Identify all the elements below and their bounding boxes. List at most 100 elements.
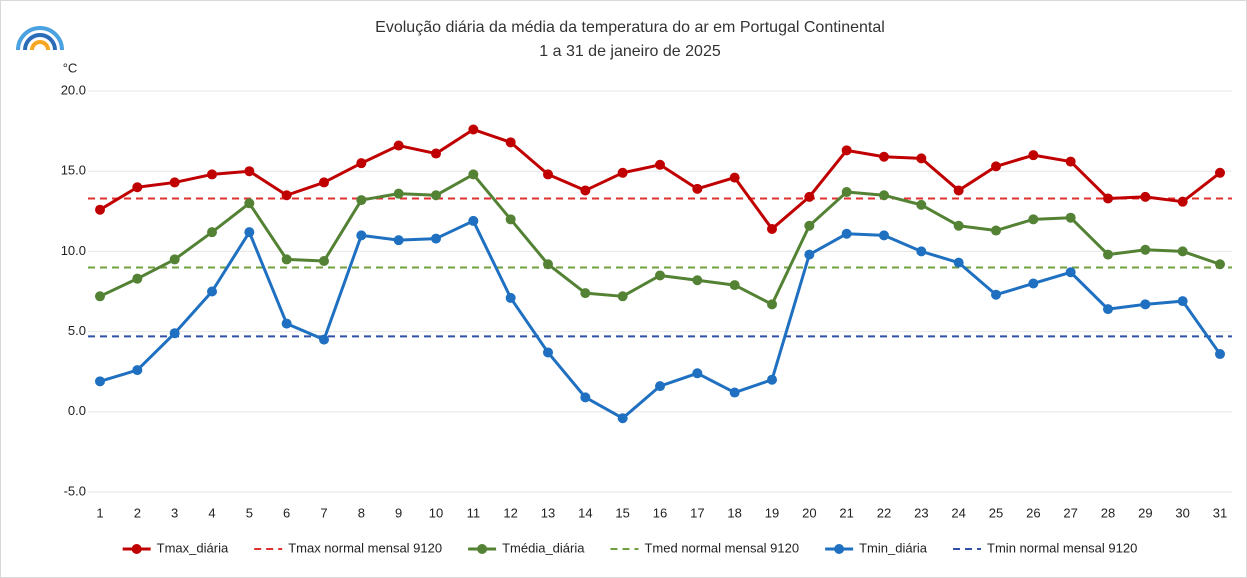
data-point xyxy=(1028,150,1039,161)
data-point xyxy=(916,199,927,210)
legend-item: Tmax normal mensal 9120 xyxy=(254,540,442,555)
data-point xyxy=(804,220,815,231)
data-point xyxy=(1028,278,1039,289)
data-point xyxy=(1028,214,1039,225)
data-point xyxy=(319,256,329,267)
data-point xyxy=(393,140,404,151)
data-point xyxy=(767,374,777,385)
legend-label: Tmin_diária xyxy=(859,540,928,555)
data-point xyxy=(132,365,143,376)
data-point xyxy=(244,166,255,177)
x-tick-label: 4 xyxy=(208,505,215,520)
x-tick-label: 25 xyxy=(989,505,1003,520)
x-tick-label: 24 xyxy=(951,505,965,520)
data-point xyxy=(95,291,105,302)
data-point xyxy=(207,227,217,238)
data-point xyxy=(804,191,815,202)
y-tick-label: 20.0 xyxy=(61,82,86,97)
data-point xyxy=(841,228,852,239)
data-point xyxy=(244,227,255,238)
data-point xyxy=(580,185,591,196)
data-point xyxy=(953,220,964,231)
x-tick-label: 21 xyxy=(839,505,853,520)
data-point xyxy=(468,215,479,226)
data-point xyxy=(767,223,777,234)
data-point xyxy=(1140,191,1151,202)
legend-item: Tmax_diária xyxy=(122,540,229,555)
legend-item: Tmin normal mensal 9120 xyxy=(953,540,1137,555)
data-point xyxy=(953,257,964,268)
data-point xyxy=(655,270,665,281)
data-point xyxy=(655,159,665,170)
data-point xyxy=(916,246,927,257)
data-point xyxy=(991,289,1001,300)
data-point xyxy=(1065,267,1076,278)
legend-item: Tmin_diária xyxy=(825,540,928,555)
data-point xyxy=(1215,259,1225,270)
data-point xyxy=(1215,349,1225,360)
data-point xyxy=(655,381,665,392)
data-point xyxy=(393,235,404,246)
y-tick-label: 15.0 xyxy=(61,163,86,178)
legend-marker xyxy=(834,544,845,554)
data-point xyxy=(505,214,516,225)
x-tick-label: 22 xyxy=(877,505,891,520)
legend-label: Tmax normal mensal 9120 xyxy=(288,540,442,555)
data-point xyxy=(617,167,628,178)
data-point xyxy=(244,198,255,209)
legend-item: Tmed normal mensal 9120 xyxy=(610,540,799,555)
x-tick-label: 7 xyxy=(320,505,327,520)
x-tick-label: 29 xyxy=(1138,505,1152,520)
data-point xyxy=(1177,296,1188,307)
legend-marker xyxy=(131,544,142,554)
data-point xyxy=(879,151,889,162)
data-point xyxy=(431,190,441,201)
data-point xyxy=(505,292,516,303)
x-tick-label: 27 xyxy=(1063,505,1077,520)
chart-subtitle: 1 a 31 de janeiro de 2025 xyxy=(539,43,721,60)
data-point xyxy=(132,182,143,193)
data-point xyxy=(95,204,105,215)
data-point xyxy=(356,195,367,206)
data-point xyxy=(431,233,441,244)
x-tick-label: 20 xyxy=(802,505,816,520)
data-point xyxy=(281,318,292,329)
data-point xyxy=(841,145,852,156)
data-point xyxy=(580,392,591,403)
data-point xyxy=(468,169,479,180)
data-point xyxy=(132,273,143,284)
data-point xyxy=(393,188,404,199)
data-point xyxy=(543,169,553,180)
data-point xyxy=(1177,196,1188,207)
data-point xyxy=(281,254,292,265)
data-point xyxy=(729,172,740,183)
x-tick-label: 11 xyxy=(467,505,481,520)
x-tick-label: 9 xyxy=(395,505,402,520)
data-point xyxy=(356,158,367,169)
x-tick-label: 2 xyxy=(134,505,141,520)
data-point xyxy=(1103,193,1113,204)
y-axis-label: °C xyxy=(63,60,78,75)
x-tick-label: 19 xyxy=(765,505,779,520)
legend-item: Tmédia_diária xyxy=(468,540,585,555)
chart-title: Evolução diária da média da temperatura … xyxy=(375,19,885,36)
data-point xyxy=(319,177,329,188)
data-point xyxy=(804,249,815,260)
data-point xyxy=(879,190,889,201)
x-tick-label: 13 xyxy=(541,505,555,520)
x-tick-label: 23 xyxy=(914,505,928,520)
data-point xyxy=(169,328,180,339)
data-point xyxy=(169,254,180,265)
data-point xyxy=(95,376,105,387)
legend-label: Tmed normal mensal 9120 xyxy=(644,540,799,555)
data-point xyxy=(692,183,703,194)
data-point xyxy=(1140,244,1151,255)
x-tick-label: 28 xyxy=(1101,505,1115,520)
data-point xyxy=(505,137,516,148)
data-point xyxy=(767,299,777,310)
data-point xyxy=(431,148,441,159)
data-point xyxy=(1140,299,1151,310)
data-point xyxy=(356,230,367,241)
logo xyxy=(16,26,64,51)
